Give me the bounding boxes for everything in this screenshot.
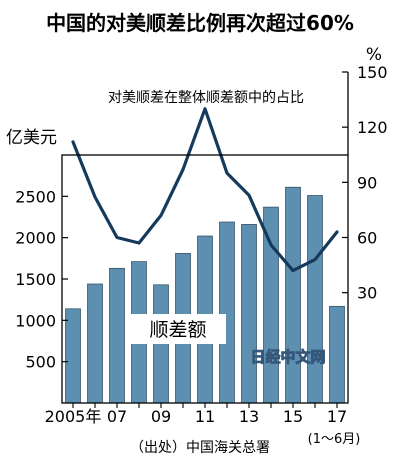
left-tick-label-500: 500 bbox=[25, 353, 56, 372]
bar-series-label-box bbox=[130, 314, 226, 344]
left-tick-label-1000: 1000 bbox=[15, 311, 56, 330]
bar-2005年 bbox=[65, 308, 81, 404]
line-series bbox=[71, 107, 339, 273]
x-tick-label-07: 07 bbox=[107, 407, 127, 426]
left-tick-label-2500: 2500 bbox=[15, 187, 56, 206]
left-tick-label-1500: 1500 bbox=[15, 270, 56, 289]
right-axis-ticks: 30 60 90 120 150 bbox=[342, 63, 388, 303]
x-tick-label-11: 11 bbox=[195, 407, 215, 426]
line-series-label: 对美顺差在整体顺差额中的占比 bbox=[108, 90, 304, 106]
x-tick-label-17: 17 bbox=[327, 407, 347, 426]
bar-15 bbox=[285, 186, 301, 404]
x-axis-ticks: 2005年 07 09 11 13 15 17 bbox=[45, 403, 347, 426]
share-line bbox=[71, 107, 339, 273]
bar-16 bbox=[307, 195, 323, 404]
bar-13 bbox=[241, 224, 257, 404]
x-note: (1～6月) bbox=[308, 432, 361, 447]
bar-06 bbox=[87, 283, 103, 404]
bar-series-label: 顺差额 bbox=[149, 319, 206, 341]
x-tick-label-09: 09 bbox=[151, 407, 171, 426]
right-tick-label-30: 30 bbox=[357, 284, 377, 303]
right-axis-unit: % bbox=[366, 45, 382, 65]
right-tick-label-90: 90 bbox=[357, 173, 377, 192]
x-tick-label-2005年: 2005年 bbox=[45, 407, 102, 426]
right-tick-label-60: 60 bbox=[357, 229, 377, 248]
left-tick-label-2000: 2000 bbox=[15, 229, 56, 248]
bar-17 bbox=[329, 305, 345, 404]
x-tick-label-15: 15 bbox=[283, 407, 303, 426]
bar-12 bbox=[219, 221, 235, 404]
chart-title: 中国的对美顺差比例再次超过60% bbox=[46, 11, 354, 35]
right-tick-label-120: 120 bbox=[357, 118, 388, 137]
left-axis-unit: 亿美元 bbox=[6, 128, 57, 148]
x-tick-label-13: 13 bbox=[239, 407, 259, 426]
left-axis-ticks: 500 1000 1500 2000 2500 bbox=[15, 187, 68, 372]
watermark: 日经中文网 bbox=[250, 348, 325, 366]
bar-07 bbox=[109, 267, 125, 404]
right-tick-label-150: 150 bbox=[357, 63, 388, 82]
source-note: （出处）中国海关总署 bbox=[130, 440, 270, 456]
